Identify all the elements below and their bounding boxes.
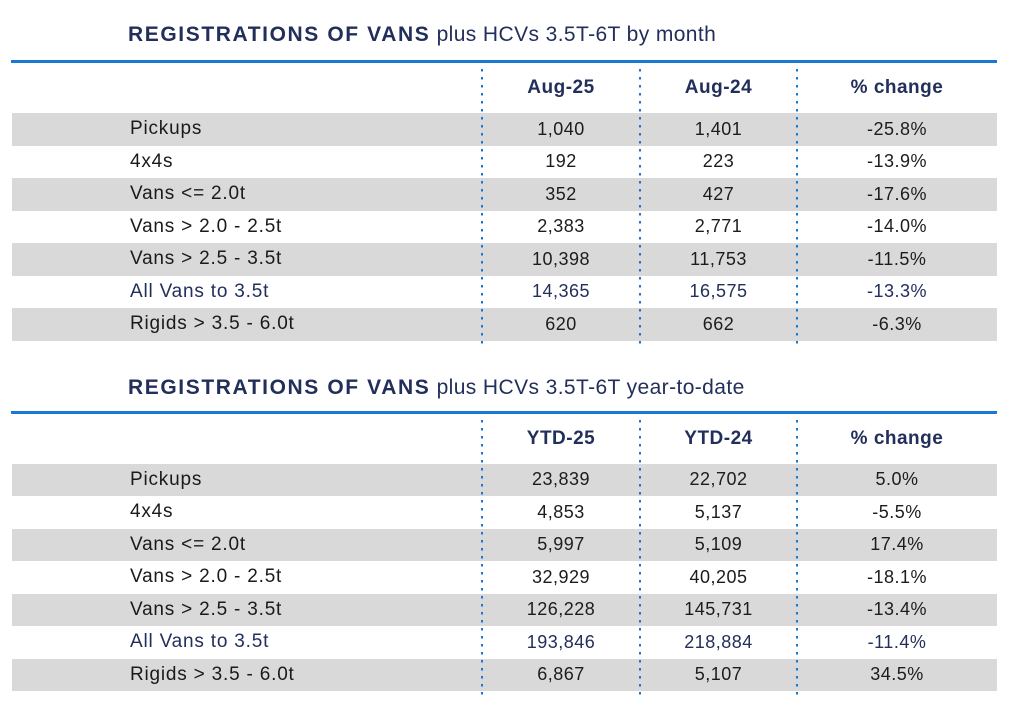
table-row-total: All Vans to 3.5t 193,846 218,884 -11.4% [12,626,997,659]
table-row: Vans > 2.0 - 2.5t 2,383 2,771 -14.0% [12,211,997,244]
cell-previous: 145,731 [684,599,753,620]
table-row: Vans > 2.0 - 2.5t 32,929 40,205 -18.1% [12,561,997,594]
cell-change: -14.0% [866,216,928,237]
column-divider-dotted [481,69,483,345]
column-divider-dotted [639,419,641,695]
row-label: 4x4s [130,150,174,172]
cell-change: 34.5% [870,664,924,685]
ytd-title-rest: plus HCVs 3.5T-6T year-to-date [430,375,745,399]
cell-current: 193,846 [526,631,596,652]
row-label: Vans > 2.0 - 2.5t [130,215,283,237]
cell-previous: 16,575 [689,281,748,302]
cell-change: -13.3% [866,281,928,302]
table-row: Rigids > 3.5 - 6.0t 6,867 5,107 34.5% [12,658,997,691]
table-row: Pickups 23,839 22,702 5.0% [12,463,997,496]
row-label: 4x4s [130,501,174,523]
cell-current: 23,839 [531,469,591,490]
cell-current: 10,398 [531,248,591,269]
ytd-header-row: YTD-25 YTD-24 % change [12,414,997,464]
ytd-table: YTD-25 YTD-24 % change Pickups 23,839 22… [12,414,997,695]
cell-change: -25.8% [866,118,928,139]
row-label: Vans > 2.5 - 3.5t [130,598,283,620]
cell-change: -11.4% [867,631,927,652]
column-divider-dotted [796,69,798,345]
monthly-title-rest: plus HCVs 3.5T-6T by month [430,23,717,46]
cell-change: -17.6% [866,183,928,204]
cell-current: 5,997 [537,534,585,555]
monthly-table: Aug-25 Aug-24 % change Pickups 1,040 1,4… [12,63,997,345]
cell-previous: 5,107 [694,664,743,685]
header-col-current: YTD-25 [526,427,596,449]
cell-previous: 11,753 [690,248,747,269]
cell-previous: 2,771 [694,216,743,237]
monthly-header-row: Aug-25 Aug-24 % change [12,63,997,113]
cell-previous: 22,702 [689,469,748,490]
cell-change: -5.5% [872,501,922,522]
monthly-title-bold: REGISTRATIONS OF VANS [128,23,431,46]
table-row: Vans > 2.5 - 3.5t 126,228 145,731 -13.4% [12,593,997,626]
cell-change: -11.5% [867,248,927,269]
table-row: 4x4s 4,853 5,137 -5.5% [12,496,997,529]
ytd-table-section: REGISTRATIONS OF VANS plus HCVs 3.5T-6T … [0,341,1024,695]
cell-current: 4,853 [537,501,585,522]
row-label: Vans > 2.5 - 3.5t [130,248,283,270]
row-label: Pickups [130,118,203,140]
column-divider-dotted [481,419,483,695]
table-row-total: All Vans to 3.5t 14,365 16,575 -13.3% [12,276,997,309]
ytd-title-divider [11,410,997,414]
cell-current: 620 [545,313,577,334]
cell-current: 6,867 [537,664,585,685]
monthly-title-divider [11,60,997,63]
row-label: Rigids > 3.5 - 6.0t [130,313,295,335]
cell-previous: 218,884 [684,631,753,652]
header-col-change: % change [850,427,944,449]
cell-current: 32,929 [531,566,591,587]
row-label: Vans > 2.0 - 2.5t [130,566,283,588]
column-divider-dotted [639,69,641,345]
row-label: Pickups [130,468,203,490]
cell-change: -13.9% [866,151,928,172]
cell-previous: 40,205 [689,566,748,587]
row-label: Vans <= 2.0t [130,533,246,555]
monthly-table-title: REGISTRATIONS OF VANS plus HCVs 3.5T-6T … [128,0,1024,46]
cell-current: 126,228 [526,599,596,620]
monthly-table-section: REGISTRATIONS OF VANS plus HCVs 3.5T-6T … [0,0,1024,345]
table-row: 4x4s 192 223 -13.9% [12,146,997,179]
cell-change: -6.3% [872,313,922,334]
cell-change: -18.1% [866,566,928,587]
cell-previous: 662 [702,313,735,334]
header-col-current: Aug-25 [527,77,595,98]
cell-previous: 5,109 [694,534,743,555]
cell-current: 2,383 [537,216,585,237]
cell-change: 17.4% [870,534,924,555]
table-row: Pickups 1,040 1,401 -25.8% [12,113,997,146]
table-row: Vans > 2.5 - 3.5t 10,398 11,753 -11.5% [12,243,997,276]
row-label: Vans <= 2.0t [130,183,246,205]
cell-current: 352 [545,183,577,204]
table-row: Vans <= 2.0t 352 427 -17.6% [12,178,997,211]
cell-change: -13.4% [866,599,928,620]
table-row: Vans <= 2.0t 5,997 5,109 17.4% [12,528,997,561]
row-label: All Vans to 3.5t [130,280,270,302]
cell-current: 192 [545,151,577,172]
ytd-title-bold: REGISTRATIONS OF VANS [128,375,431,399]
ytd-table-title: REGISTRATIONS OF VANS plus HCVs 3.5T-6T … [128,341,1024,399]
cell-previous: 1,401 [694,118,743,139]
cell-previous: 427 [702,183,735,204]
column-divider-dotted [796,419,798,695]
cell-previous: 5,137 [694,501,743,522]
cell-current: 1,040 [537,118,585,139]
header-col-previous: YTD-24 [684,427,753,449]
cell-change: 5.0% [875,469,919,490]
row-label: Rigids > 3.5 - 6.0t [130,663,295,685]
header-col-change: % change [850,77,944,98]
header-col-previous: Aug-24 [684,77,753,98]
cell-current: 14,365 [531,281,591,302]
table-row: Rigids > 3.5 - 6.0t 620 662 -6.3% [12,308,997,341]
cell-previous: 223 [702,151,735,172]
row-label: All Vans to 3.5t [130,631,270,653]
